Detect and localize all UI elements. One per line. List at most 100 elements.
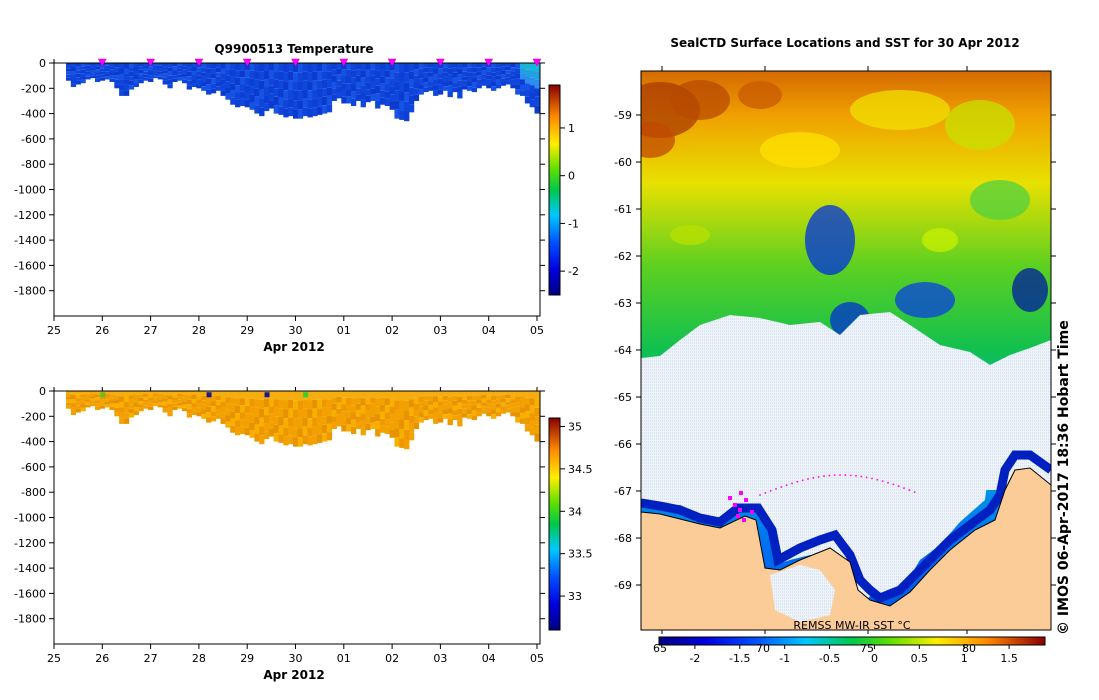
temperature-cell bbox=[534, 88, 540, 97]
salinity-cell bbox=[418, 401, 424, 407]
temperature-cell bbox=[418, 84, 424, 90]
salinity-cell bbox=[123, 391, 130, 397]
salinity-cell bbox=[360, 413, 366, 421]
temperature-cell bbox=[394, 109, 400, 119]
temperature-cell bbox=[491, 72, 497, 77]
temperature-cell bbox=[317, 80, 323, 89]
salinity-cell bbox=[491, 409, 497, 415]
temperature-cell bbox=[235, 92, 241, 100]
salinity-cell bbox=[65, 391, 72, 394]
temperature-cell bbox=[133, 79, 139, 84]
temperature-cell bbox=[433, 79, 439, 85]
salinity-cell bbox=[186, 391, 193, 396]
temperature-cell bbox=[370, 88, 376, 95]
salinity-cell bbox=[321, 433, 328, 442]
temperature-cell bbox=[389, 70, 395, 79]
salinity-cell bbox=[326, 407, 333, 416]
salinity-cell bbox=[321, 399, 328, 408]
salinity-cell bbox=[288, 408, 294, 418]
salinity-cell bbox=[239, 405, 246, 413]
temperature-cell bbox=[278, 63, 284, 72]
temperature-cell bbox=[317, 106, 323, 115]
seal-track-dot bbox=[801, 479, 804, 482]
salinity-cell bbox=[331, 422, 337, 429]
salinity-cell bbox=[486, 407, 492, 413]
temperature-cell bbox=[109, 72, 115, 76]
temperature-cell bbox=[462, 76, 468, 81]
salinity-cell bbox=[495, 399, 502, 404]
temperature-cell bbox=[181, 79, 188, 84]
salinity-cell bbox=[302, 426, 308, 436]
temperature-cell bbox=[254, 105, 260, 114]
salinity-cell bbox=[273, 424, 279, 434]
lat-tick-label: -60 bbox=[614, 156, 632, 169]
salinity-cell bbox=[172, 394, 178, 398]
temperature-cell bbox=[215, 81, 222, 87]
temperature-cell bbox=[462, 67, 468, 72]
seal-track-dot bbox=[913, 491, 916, 494]
salinity-cell bbox=[75, 391, 81, 395]
salinity-anomaly-cell bbox=[206, 392, 212, 398]
x-tick-label: 01 bbox=[337, 324, 351, 337]
salinity-cell bbox=[215, 409, 222, 415]
temperature-cell bbox=[278, 80, 284, 89]
salinity-cell bbox=[433, 412, 439, 419]
salinity-cell bbox=[162, 408, 168, 413]
salinity-cell bbox=[466, 404, 473, 410]
temperature-cell bbox=[177, 63, 183, 66]
temperature-cell bbox=[239, 70, 246, 78]
temperature-cell bbox=[220, 90, 226, 96]
temperature-cell bbox=[288, 107, 294, 117]
temperature-cell bbox=[186, 63, 193, 68]
temperature-cell bbox=[437, 84, 444, 90]
temperature-cell bbox=[307, 90, 313, 100]
temperature-cell bbox=[360, 70, 366, 78]
salinity-cell bbox=[466, 400, 473, 405]
salinity-cell bbox=[471, 410, 478, 416]
seal-track-dot bbox=[887, 481, 889, 484]
temperature-cell bbox=[297, 90, 304, 101]
sst-patch bbox=[945, 100, 1015, 150]
salinity-cell bbox=[428, 400, 434, 405]
salinity-cell bbox=[254, 391, 260, 400]
salinity-cell bbox=[317, 391, 323, 400]
sst-patch bbox=[850, 90, 950, 130]
temperature-cell bbox=[244, 63, 250, 71]
salinity-cell bbox=[283, 391, 289, 401]
salinity-cell bbox=[433, 401, 439, 408]
y-tick-label: -800 bbox=[21, 486, 46, 499]
salinity-cell bbox=[230, 404, 236, 412]
salinity-cell bbox=[225, 397, 231, 404]
temperature-cell bbox=[399, 110, 405, 120]
salinity-cell bbox=[418, 391, 424, 397]
temperature-cell bbox=[360, 63, 366, 71]
seal-location bbox=[750, 510, 754, 514]
salinity-cell bbox=[254, 433, 260, 442]
temperature-cell bbox=[520, 73, 526, 80]
temperature-cell bbox=[152, 68, 159, 71]
salinity-cell bbox=[389, 398, 395, 407]
temperature-cell bbox=[230, 76, 236, 84]
salinity-cell bbox=[312, 391, 318, 400]
y-tick-label: -1000 bbox=[14, 512, 46, 525]
salinity-cell bbox=[321, 424, 328, 434]
temperature-cell bbox=[259, 80, 265, 90]
temperature-cell bbox=[404, 63, 410, 73]
temperature-cell bbox=[476, 63, 482, 68]
salinity-cell bbox=[423, 415, 429, 421]
temperature-cell bbox=[94, 72, 101, 76]
temperature-cell bbox=[283, 90, 289, 100]
temperature-cell bbox=[428, 81, 434, 87]
salinity-cell bbox=[389, 406, 395, 415]
salinity-cell bbox=[235, 405, 241, 414]
temperature-cell bbox=[462, 63, 468, 68]
seal-track-dot bbox=[892, 483, 895, 486]
salinity-cell bbox=[375, 398, 381, 407]
seal-track-dot bbox=[785, 484, 788, 487]
temperature-cell bbox=[177, 71, 183, 75]
salinity-cell bbox=[85, 393, 91, 397]
salinity-cell bbox=[336, 420, 342, 427]
salinity-cell bbox=[293, 437, 299, 447]
x-tick-label: 03 bbox=[433, 324, 447, 337]
temperature-cell bbox=[123, 68, 130, 74]
